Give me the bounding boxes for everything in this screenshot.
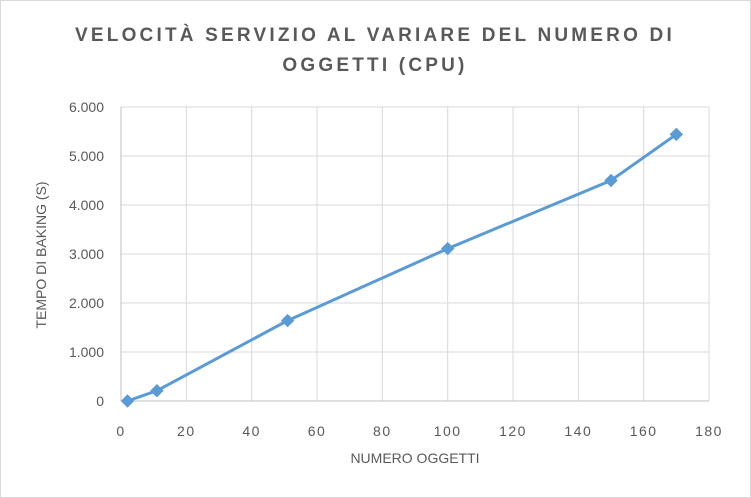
y-tick-label: 6.000 — [69, 99, 104, 115]
y-tick-label: 5.000 — [69, 148, 104, 164]
x-tick-label: 140 — [564, 423, 592, 439]
x-tick-label: 0 — [116, 423, 125, 439]
y-tick-label: 0 — [96, 393, 104, 409]
x-axis-label: NUMERO OGGETTI — [350, 450, 479, 466]
y-tick-label: 4.000 — [69, 197, 104, 213]
x-tick-label: 20 — [177, 423, 196, 439]
tick-labels: 0 20 40 60 80 100 120 140 160 180 0 1.000 2.000 3.000… — [69, 99, 723, 439]
data-point — [604, 173, 618, 188]
gridlines — [121, 106, 710, 401]
chart-title-line-1: VELOCITÀ SERVIZIO AL VARIARE DEL NUMERO … — [75, 25, 675, 46]
axes — [120, 107, 709, 402]
series-layer — [120, 127, 684, 408]
x-tick-label: 60 — [308, 423, 327, 439]
data-point — [150, 383, 164, 398]
y-axis-label: TEMPO DI BAKING (S) — [33, 181, 49, 328]
y-tick-label: 3.000 — [69, 246, 104, 262]
x-tick-label: 120 — [499, 423, 527, 439]
series-line — [126, 132, 678, 403]
data-point — [440, 241, 455, 256]
x-tick-label: 80 — [373, 423, 392, 439]
x-tick-label: 180 — [695, 423, 723, 439]
data-point — [280, 313, 295, 328]
x-tick-label: 40 — [242, 423, 261, 439]
x-tick-label: 160 — [630, 423, 658, 439]
x-tick-label: 100 — [434, 423, 462, 439]
chart-title-line-2: OGGETTI (CPU) — [282, 55, 468, 76]
data-point — [669, 127, 684, 142]
y-tick-label: 2.000 — [69, 295, 104, 311]
y-tick-label: 1.000 — [69, 344, 104, 360]
data-point — [120, 394, 135, 408]
